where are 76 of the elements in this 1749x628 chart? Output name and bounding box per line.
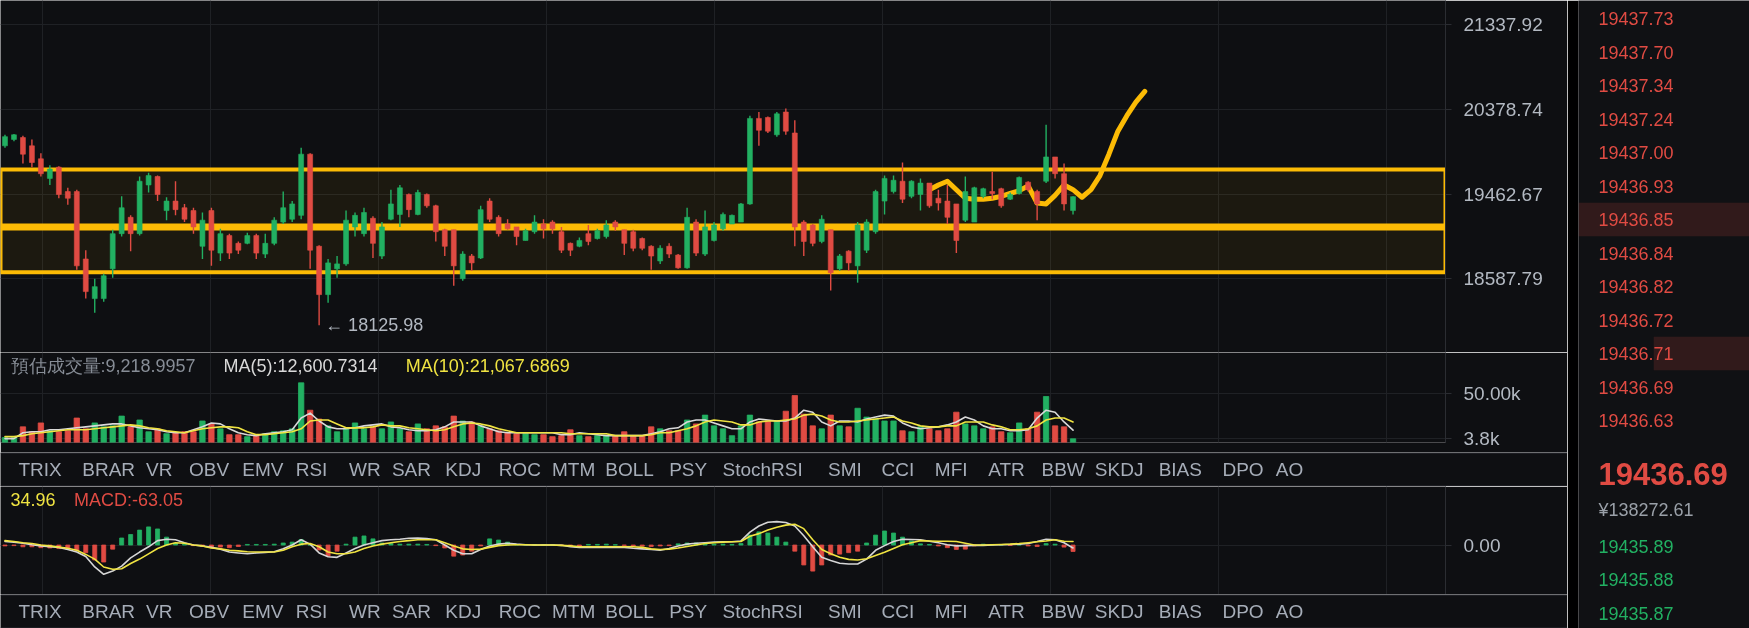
category-label: SAR [391, 459, 432, 480]
y-tick-label: 19436.85 [1598, 210, 1674, 230]
category-label: DPO [1222, 601, 1264, 622]
category-label: WR [349, 601, 381, 622]
y-tick-label: 19435.87 [1598, 603, 1674, 624]
category-label: BOLL [605, 601, 654, 622]
category-label: BIAS [1158, 459, 1202, 480]
category-label: MTM [552, 459, 596, 480]
text: 0.00 [1463, 534, 1501, 556]
y-tick-label: 18587.79 [1463, 268, 1543, 290]
annotation: ← 18125.98 [325, 315, 424, 336]
category-label: TRIX [18, 459, 63, 480]
category-label: BRAR [82, 459, 136, 480]
y-tick-label: 19436.71 [1598, 344, 1674, 364]
category-label: ATR [988, 601, 1025, 622]
category-label: RSI [295, 459, 328, 480]
category-label: KDJ [445, 601, 482, 622]
category-label: BRAR [82, 601, 136, 622]
y-tick-label: 19436.63 [1598, 411, 1674, 431]
category-label: EMV [242, 459, 284, 480]
category-label: VR [146, 601, 173, 622]
category-label: WR [349, 459, 381, 480]
category-label: OBV [189, 601, 230, 622]
category-label: VR [146, 459, 173, 480]
category-label: ATR [988, 459, 1025, 480]
category-label: DPO [1222, 459, 1264, 480]
y-tick-label: 19435.88 [1598, 570, 1674, 590]
category-label: AO [1275, 459, 1304, 480]
category-label: ROC [498, 459, 541, 480]
series-label: MACD:-63.05 [74, 489, 184, 510]
y-tick-label: 19436.69 [1598, 377, 1674, 398]
text: ¥138272.61 [1597, 500, 1694, 520]
y-tick-label: 19436.84 [1598, 243, 1674, 264]
category-label: BOLL [605, 459, 654, 480]
category-label: PSY [669, 601, 708, 622]
category-label: CCI [881, 459, 915, 480]
category-label: KDJ [445, 459, 482, 480]
category-label: StochRSI [722, 601, 803, 622]
category-label: StochRSI [722, 459, 803, 480]
y-tick-label: 3.8k [1463, 428, 1500, 450]
y-tick-label: 19437.73 [1598, 9, 1674, 29]
category-label: MFI [934, 459, 968, 480]
y-tick-label: 19436.72 [1598, 310, 1674, 331]
series-label: 34.96 [10, 490, 56, 510]
chart-title: 預估成交量:9,218.9957 [10, 355, 196, 376]
y-tick-label: 20378.74 [1463, 98, 1544, 120]
text: MA(5):12,600.7314 [223, 355, 378, 376]
category-label: SAR [391, 601, 432, 622]
category-label: EMV [242, 601, 284, 622]
category-label: ROC [498, 601, 541, 622]
y-tick-label: 19462.67 [1463, 183, 1543, 205]
category-label: AO [1275, 601, 1304, 622]
category-label: OBV [189, 459, 230, 480]
category-label: RSI [295, 601, 328, 622]
category-label: MFI [934, 601, 968, 622]
category-label: SMI [828, 601, 862, 622]
y-tick-label: 19435.89 [1598, 536, 1674, 557]
category-label: SMI [828, 459, 862, 480]
category-label: SKDJ [1094, 601, 1144, 622]
category-label: CCI [881, 601, 915, 622]
y-tick-label: 19436.82 [1598, 277, 1674, 297]
category-label: BBW [1041, 601, 1085, 622]
category-label: BBW [1041, 459, 1085, 480]
category-label: PSY [669, 459, 708, 480]
category-label: MTM [552, 601, 596, 622]
category-label: BIAS [1158, 601, 1202, 622]
y-tick-label: 19437.34 [1598, 76, 1674, 96]
category-label: TRIX [18, 601, 63, 622]
y-tick-label: 19436.93 [1598, 176, 1674, 197]
text: MA(10):21,067.6869 [405, 355, 570, 376]
y-tick-label: 19437.24 [1598, 109, 1674, 130]
y-tick-label: 19437.00 [1598, 143, 1674, 163]
y-tick-label: 50.00k [1463, 383, 1522, 405]
category-label: SKDJ [1094, 459, 1144, 480]
y-tick-label: 21337.92 [1463, 14, 1543, 36]
y-tick-label: 19437.70 [1598, 42, 1674, 63]
